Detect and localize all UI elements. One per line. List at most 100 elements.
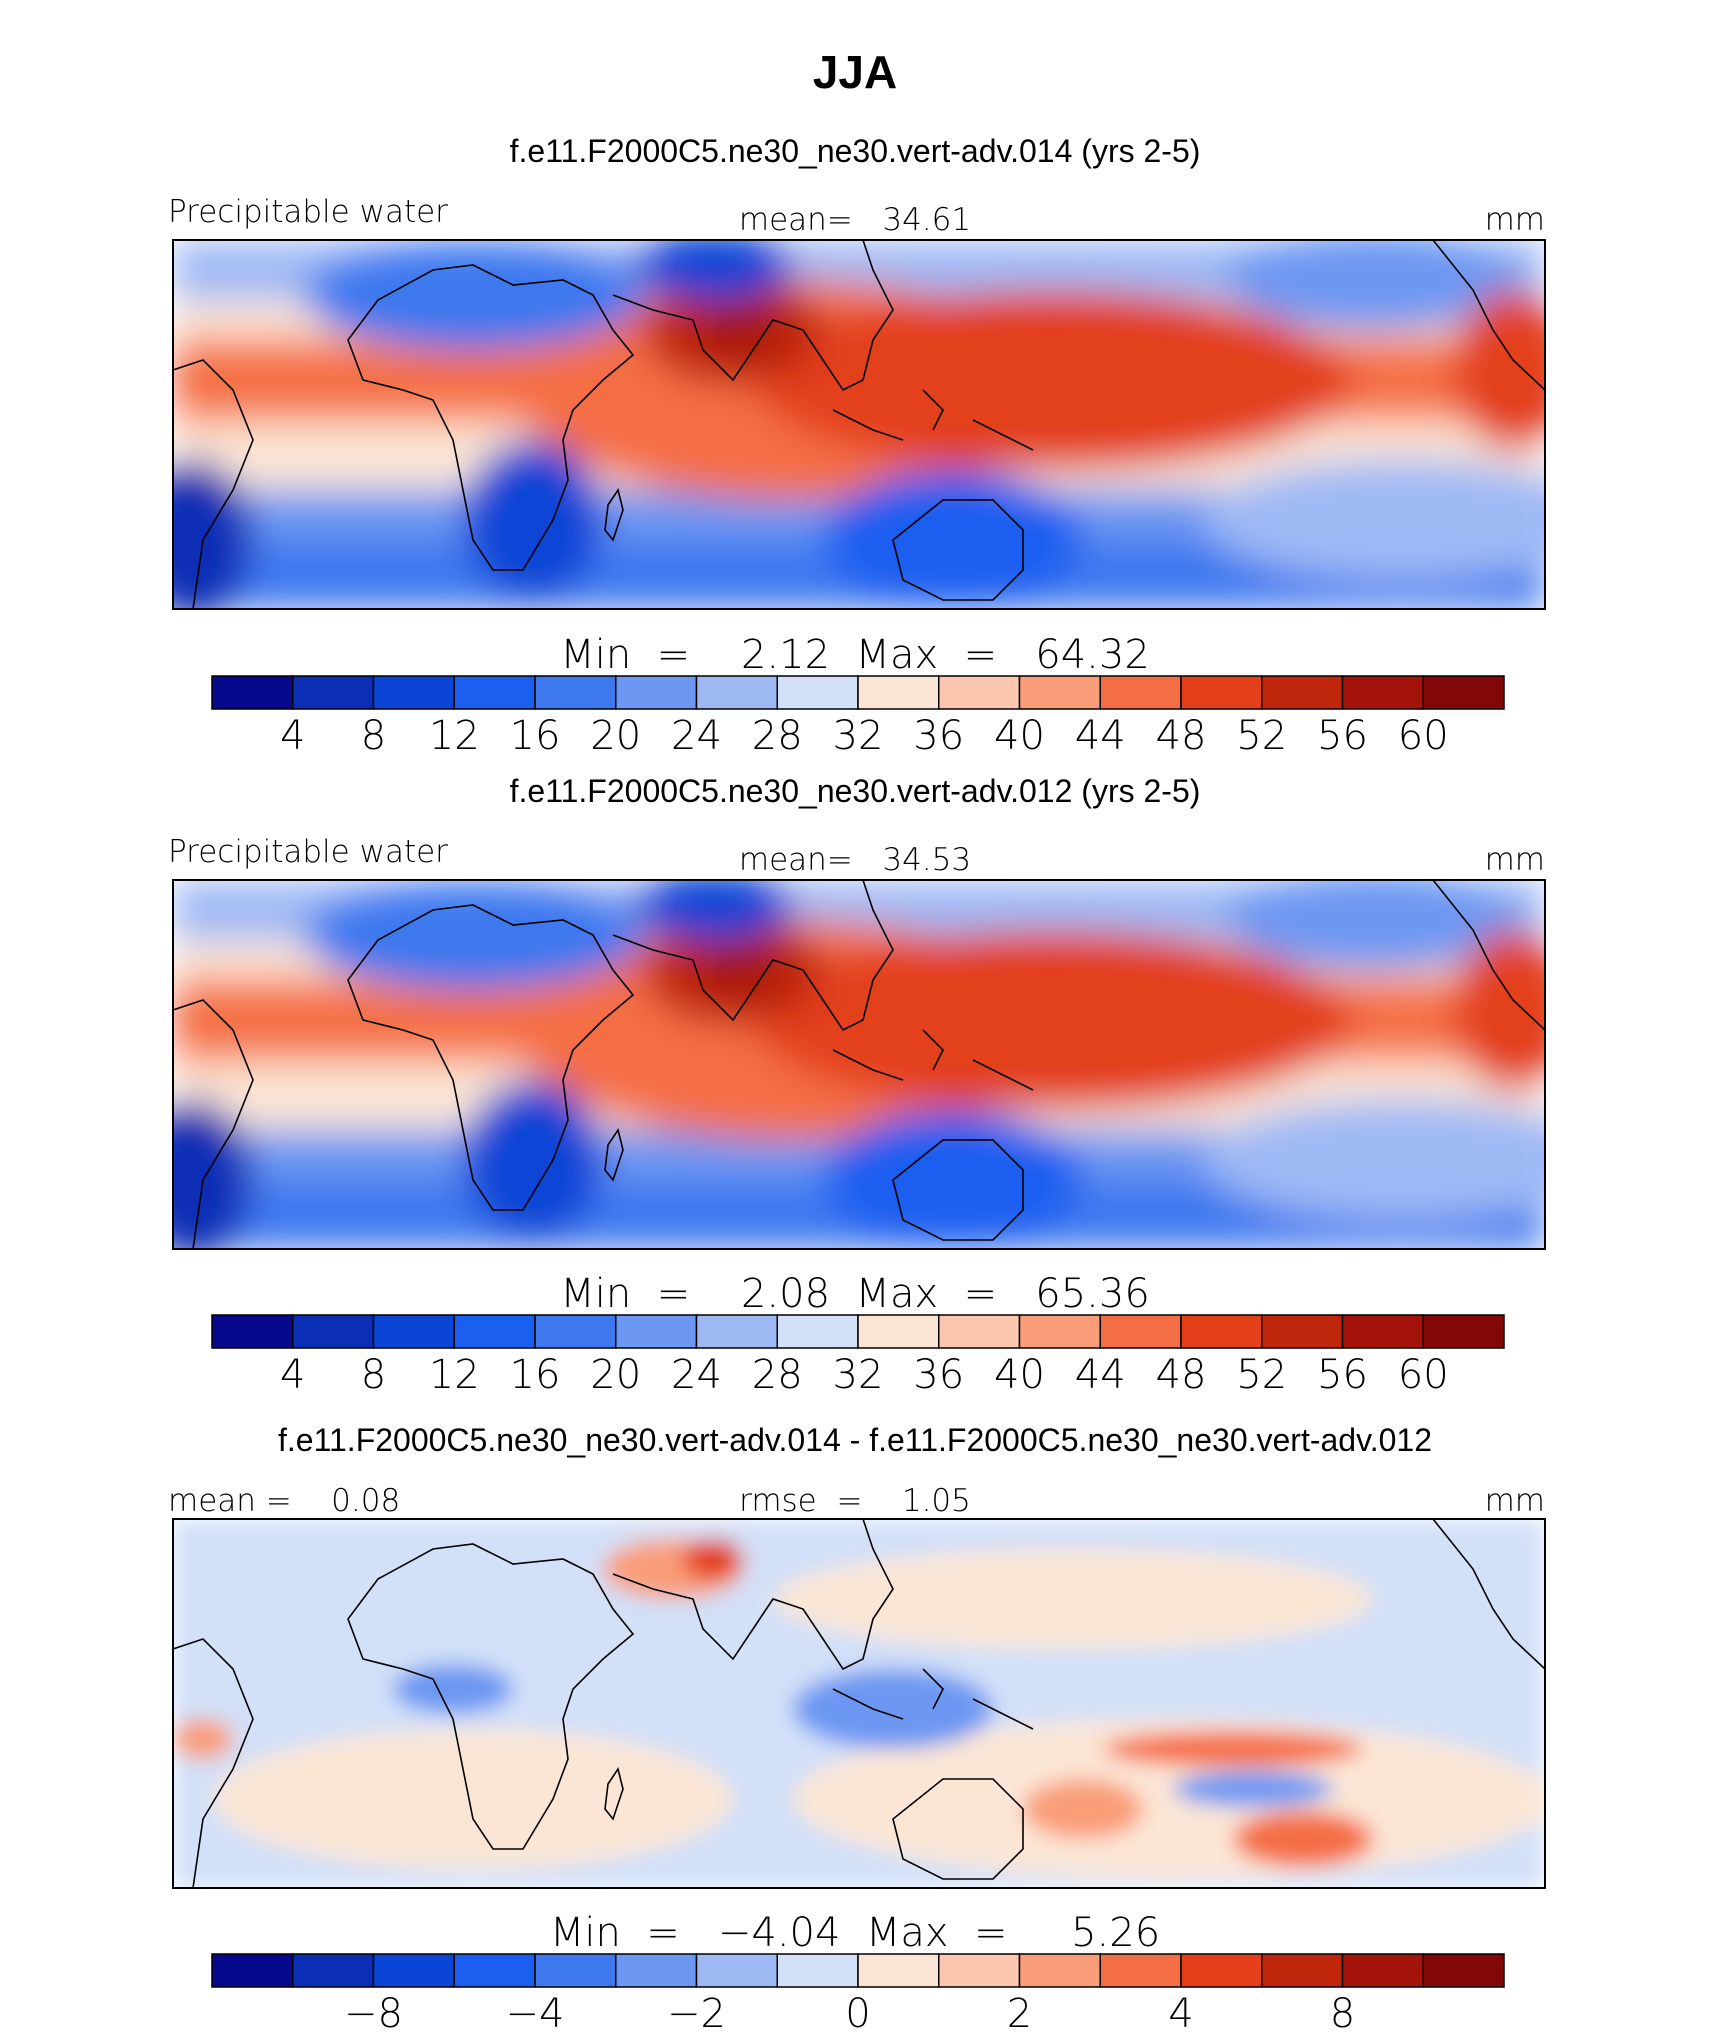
colorbar-tick-label: 36 xyxy=(913,713,964,759)
panel-2-center-label: mean= 34.53 xyxy=(739,842,971,878)
colorbar-box xyxy=(211,675,294,710)
panel-1-right-label: mm xyxy=(1485,202,1545,238)
colorbar-tick-label: 2 xyxy=(1007,1991,1032,2037)
panel-3-frame xyxy=(172,1518,1546,1889)
colorbar-box xyxy=(695,1314,778,1349)
colorbar-box xyxy=(534,675,617,710)
panel-2: f.e11.F2000C5.ne30_ne30.vert-adv.012 (yr… xyxy=(168,773,1546,1398)
colorbar-tick-label: 12 xyxy=(429,1352,480,1398)
colorbar-box xyxy=(776,1314,859,1349)
panel-1-map xyxy=(173,240,1545,609)
panel-3-colorbar: −8 −4 −2 0 2 4 8 xyxy=(211,1953,1505,2037)
colorbar-tick-label: −2 xyxy=(667,1991,726,2037)
colorbar-box xyxy=(1018,1314,1101,1349)
colorbar-box xyxy=(1422,1314,1505,1349)
colorbar-box xyxy=(453,675,536,710)
colorbar-tick-label: 12 xyxy=(429,713,480,759)
panel-3-map xyxy=(173,1519,1545,1888)
colorbar-box xyxy=(1261,1314,1344,1349)
colorbar-tick-label: 4 xyxy=(280,1352,305,1398)
colorbar-tick-label: 44 xyxy=(1075,1352,1126,1398)
colorbar-box xyxy=(1341,1314,1424,1349)
panel-1-minmax: Min = 2.12 Max = 64.32 xyxy=(560,632,1150,678)
colorbar-box xyxy=(857,1953,940,1988)
colorbar-box xyxy=(1422,675,1505,710)
colorbar-box xyxy=(857,1314,940,1349)
colorbar-tick-label: 0 xyxy=(845,1991,870,2037)
colorbar-tick-label: 32 xyxy=(833,713,884,759)
colorbar-box xyxy=(615,1953,698,1988)
colorbar-tick-label: 4 xyxy=(1168,1991,1193,2037)
colorbar-box xyxy=(534,1953,617,1988)
colorbar-box xyxy=(211,1953,294,1988)
colorbar-tick-label: 36 xyxy=(913,1352,964,1398)
colorbar-tick-label: 20 xyxy=(590,713,641,759)
colorbar-tick-label: 40 xyxy=(994,1352,1045,1398)
colorbar-tick-label: 60 xyxy=(1398,713,1449,759)
panel-2-colorbar: 4 8 12 16 20 24 28 32 36 40 44 48 52 56 60 xyxy=(211,1314,1505,1398)
colorbar-box xyxy=(1099,675,1182,710)
panel-3: f.e11.F2000C5.ne30_ne30.vert-adv.014 - f… xyxy=(168,1422,1546,2037)
colorbar-tick-label: 8 xyxy=(361,713,386,759)
colorbar-box xyxy=(857,675,940,710)
colorbar-tick-label: −4 xyxy=(506,1991,565,2037)
colorbar-box xyxy=(534,1314,617,1349)
panel-3-left-label: mean = 0.08 xyxy=(168,1483,400,1519)
colorbar-box xyxy=(1099,1314,1182,1349)
colorbar-tick-label: 48 xyxy=(1156,1352,1207,1398)
main-title: JJA xyxy=(813,46,897,98)
colorbar-box xyxy=(1261,675,1344,710)
colorbar-tick-label: 16 xyxy=(510,713,561,759)
colorbar-tick-label: 56 xyxy=(1317,713,1368,759)
panel-1: f.e11.F2000C5.ne30_ne30.vert-adv.014 (yr… xyxy=(168,133,1546,759)
colorbar-tick-label: 40 xyxy=(994,713,1045,759)
colorbar-tick-label: 24 xyxy=(671,1352,722,1398)
colorbar-tick-label: 16 xyxy=(510,1352,561,1398)
colorbar-box xyxy=(695,1953,778,1988)
panel-2-frame xyxy=(172,879,1546,1250)
colorbar-tick-label: 48 xyxy=(1156,713,1207,759)
colorbar-box xyxy=(1180,675,1263,710)
colorbar-box xyxy=(615,675,698,710)
colorbar-box xyxy=(1261,1953,1344,1988)
colorbar-tick-label: 52 xyxy=(1236,713,1287,759)
panel-2-right-label: mm xyxy=(1485,842,1545,878)
panel-1-frame xyxy=(172,239,1546,610)
colorbar-box xyxy=(372,1953,455,1988)
colorbar-tick-label: 28 xyxy=(752,713,803,759)
panel-2-map xyxy=(173,880,1545,1249)
colorbar-tick-label: 8 xyxy=(1330,1991,1355,2037)
colorbar-tick-label: 56 xyxy=(1317,1352,1368,1398)
panel-3-right-label: mm xyxy=(1485,1483,1545,1519)
panel-2-left-label: Precipitable water xyxy=(168,834,448,870)
panel-1-left-label: Precipitable water xyxy=(168,194,448,230)
colorbar-box xyxy=(453,1953,536,1988)
panel-3-minmax: Min = −4.04 Max = 5.26 xyxy=(550,1910,1160,1956)
colorbar-tick-label: 32 xyxy=(833,1352,884,1398)
colorbar-tick-label: 4 xyxy=(280,713,305,759)
colorbar-box xyxy=(453,1314,536,1349)
colorbar-box xyxy=(1341,1953,1424,1988)
colorbar-box xyxy=(372,675,455,710)
panel-1-colorbar: 4 8 12 16 20 24 28 32 36 40 44 48 52 56 60 xyxy=(211,675,1505,759)
colorbar-box xyxy=(1341,675,1424,710)
colorbar-box xyxy=(292,675,375,710)
colorbar-box xyxy=(1018,675,1101,710)
colorbar-box xyxy=(1180,1953,1263,1988)
colorbar-tick-label: −8 xyxy=(344,1991,403,2037)
colorbar-tick-label: 8 xyxy=(361,1352,386,1398)
colorbar-tick-label: 24 xyxy=(671,713,722,759)
colorbar-box xyxy=(776,1953,859,1988)
colorbar-tick-label: 60 xyxy=(1398,1352,1449,1398)
panel-3-center-label: rmse = 1.05 xyxy=(739,1483,971,1519)
colorbar-box xyxy=(1099,1953,1182,1988)
colorbar-tick-label: 20 xyxy=(590,1352,641,1398)
colorbar-tick-label: 52 xyxy=(1236,1352,1287,1398)
panel-1-title: f.e11.F2000C5.ne30_ne30.vert-adv.014 (yr… xyxy=(510,133,1201,169)
panel-2-minmax: Min = 2.08 Max = 65.36 xyxy=(560,1271,1150,1317)
colorbar-box xyxy=(292,1953,375,1988)
colorbar-box xyxy=(211,1314,294,1349)
colorbar-box xyxy=(938,675,1021,710)
panel-3-title: f.e11.F2000C5.ne30_ne30.vert-adv.014 - f… xyxy=(278,1422,1432,1458)
colorbar-tick-label: 44 xyxy=(1075,713,1126,759)
